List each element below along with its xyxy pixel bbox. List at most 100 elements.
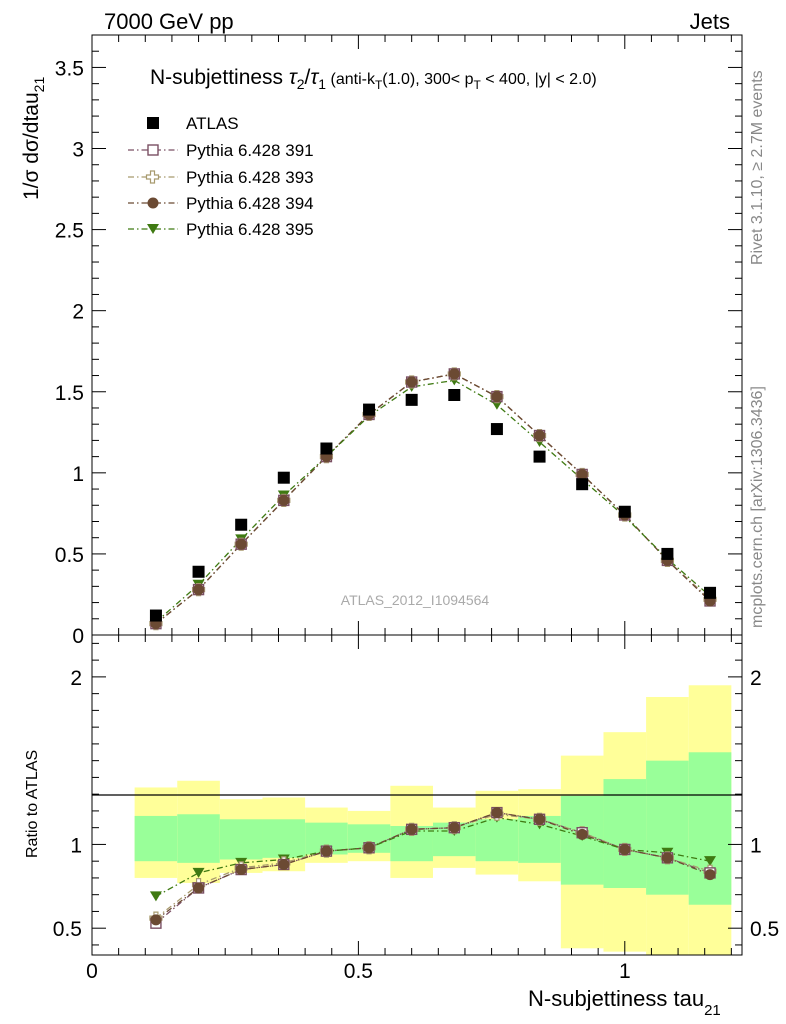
main-point-0 [533, 450, 546, 463]
main-point-3 [491, 391, 503, 403]
ratio-point-2 [150, 914, 162, 926]
ratio-point-3 [192, 867, 205, 878]
main-point-0 [618, 505, 631, 518]
ratio-point-2 [619, 843, 631, 855]
ratio-inner-band [646, 760, 689, 895]
main-y-tick-label: 0 [72, 625, 84, 648]
ratio-y-tick-label: 2 [70, 667, 82, 690]
ratio-y-tick-label: 1 [70, 834, 82, 857]
ratio-inner-band [219, 819, 263, 860]
main-plot-series [149, 367, 717, 631]
ratio-point-2 [235, 864, 247, 876]
header-right: Jets [690, 9, 730, 34]
main-series-line-4 [155, 379, 711, 623]
mcplots-reference-label: mcplots.cern.ch [arXiv:1306.3436] [749, 386, 766, 628]
ratio-point-2 [363, 842, 375, 854]
main-point-0 [235, 518, 248, 531]
main-point-3 [406, 376, 418, 388]
ratio-point-2 [534, 813, 546, 825]
main-y-tick-label: 2 [72, 301, 84, 324]
legend-item-393: Pythia 6.428 393 [128, 168, 314, 187]
ratio-plot-series [149, 806, 717, 929]
plot-title: N-subjettiness τ2/τ1 (anti-kT(1.0), 300<… [150, 66, 597, 92]
main-point-0 [490, 423, 503, 436]
legend-item-391: Pythia 6.428 391 [128, 141, 314, 160]
legend-marker-394 [147, 197, 159, 209]
ratio-y-tick-label-right: 0.5 [750, 918, 779, 941]
legend-marker-395 [147, 224, 159, 234]
main-point-0 [576, 478, 589, 491]
ratio-point-2 [193, 882, 205, 894]
ratio-inner-band [134, 815, 178, 862]
ratio-point-3 [149, 891, 162, 902]
ratio-y-axis-title: Ratio to ATLAS [24, 750, 41, 858]
main-y-tick-label: 1.5 [55, 382, 84, 405]
legend-marker-atlas [147, 117, 159, 129]
main-series-line-3 [155, 373, 711, 625]
rivet-version-label: Rivet 3.1.10, ≥ 2.7M events [749, 70, 766, 265]
x-tick-label: 1 [619, 960, 631, 983]
main-y-axis-title: 1/σ dσ/dtau21 [20, 77, 47, 200]
main-point-0 [704, 586, 717, 599]
ratio-inner-band [262, 819, 306, 858]
main-point-0 [448, 389, 461, 401]
legend-item-394: Pythia 6.428 394 [128, 194, 314, 213]
ratio-y-tick-label: 0.5 [53, 918, 82, 941]
x-axis-title: N-subjettiness tau21 [528, 986, 721, 1019]
legend-label-393: Pythia 6.428 393 [186, 168, 314, 187]
ratio-point-2 [406, 823, 418, 835]
ratio-point-2 [320, 845, 332, 857]
ratio-series-line-2 [155, 811, 711, 921]
ratio-point-2 [448, 822, 460, 834]
main-series-line-2 [155, 373, 711, 625]
ratio-inner-band [177, 814, 220, 863]
analysis-watermark: ATLAS_2012_I1094564 [341, 592, 490, 608]
main-point-3 [448, 368, 460, 380]
ratio-point-2 [704, 869, 716, 881]
main-point-0 [363, 403, 376, 416]
ratio-point-2 [576, 828, 588, 840]
legend: ATLAS Pythia 6.428 391 Pythia 6.428 393 … [128, 114, 314, 239]
main-series-line-1 [155, 373, 711, 625]
main-point-3 [193, 584, 205, 596]
ratio-series-line-3 [155, 816, 711, 897]
ratio-y-tick-label-right: 2 [750, 667, 762, 690]
x-tick-label: 0 [86, 960, 98, 983]
main-y-tick-label: 0.5 [55, 544, 84, 567]
legend-marker-393 [145, 170, 160, 184]
main-y-tick-label: 3 [72, 139, 84, 162]
main-y-axis-ticks: 0 0.5 1 1.5 2 2.5 3 3.5 [55, 35, 742, 648]
ratio-plot-frame [91, 634, 743, 956]
main-point-0 [405, 393, 418, 406]
legend-label-391: Pythia 6.428 391 [186, 141, 314, 160]
ratio-point-3 [704, 856, 717, 867]
legend-label-395: Pythia 6.428 395 [186, 220, 314, 239]
legend-item-atlas: ATLAS [147, 114, 239, 133]
ratio-inner-band [475, 819, 519, 862]
ratio-inner-band [688, 752, 732, 905]
main-point-0 [277, 471, 290, 484]
legend-marker-391 [147, 144, 159, 156]
ratio-point-2 [661, 852, 673, 864]
main-y-tick-label: 3.5 [55, 57, 84, 80]
ratio-inner-band [603, 779, 647, 888]
main-point-3 [534, 430, 546, 442]
main-point-3 [576, 468, 588, 480]
main-point-0 [320, 442, 333, 455]
legend-label-atlas: ATLAS [186, 114, 239, 133]
main-point-0 [661, 547, 674, 560]
main-y-tick-label: 1 [72, 463, 84, 486]
ratio-axis-ticks: 0.5 0.51 12 20 0.5 1 [53, 635, 779, 983]
ratio-point-2 [491, 807, 503, 819]
ratio-point-2 [278, 859, 290, 871]
header-left: 7000 GeV pp [104, 9, 234, 34]
legend-label-394: Pythia 6.428 394 [186, 194, 314, 213]
main-point-3 [235, 538, 247, 550]
main-y-tick-label: 2.5 [55, 220, 84, 243]
main-point-3 [278, 494, 290, 506]
ratio-y-tick-label-right: 1 [750, 834, 762, 857]
main-point-0 [192, 565, 205, 578]
legend-item-395: Pythia 6.428 395 [128, 220, 314, 239]
ratio-uncertainty-bands [134, 685, 732, 955]
